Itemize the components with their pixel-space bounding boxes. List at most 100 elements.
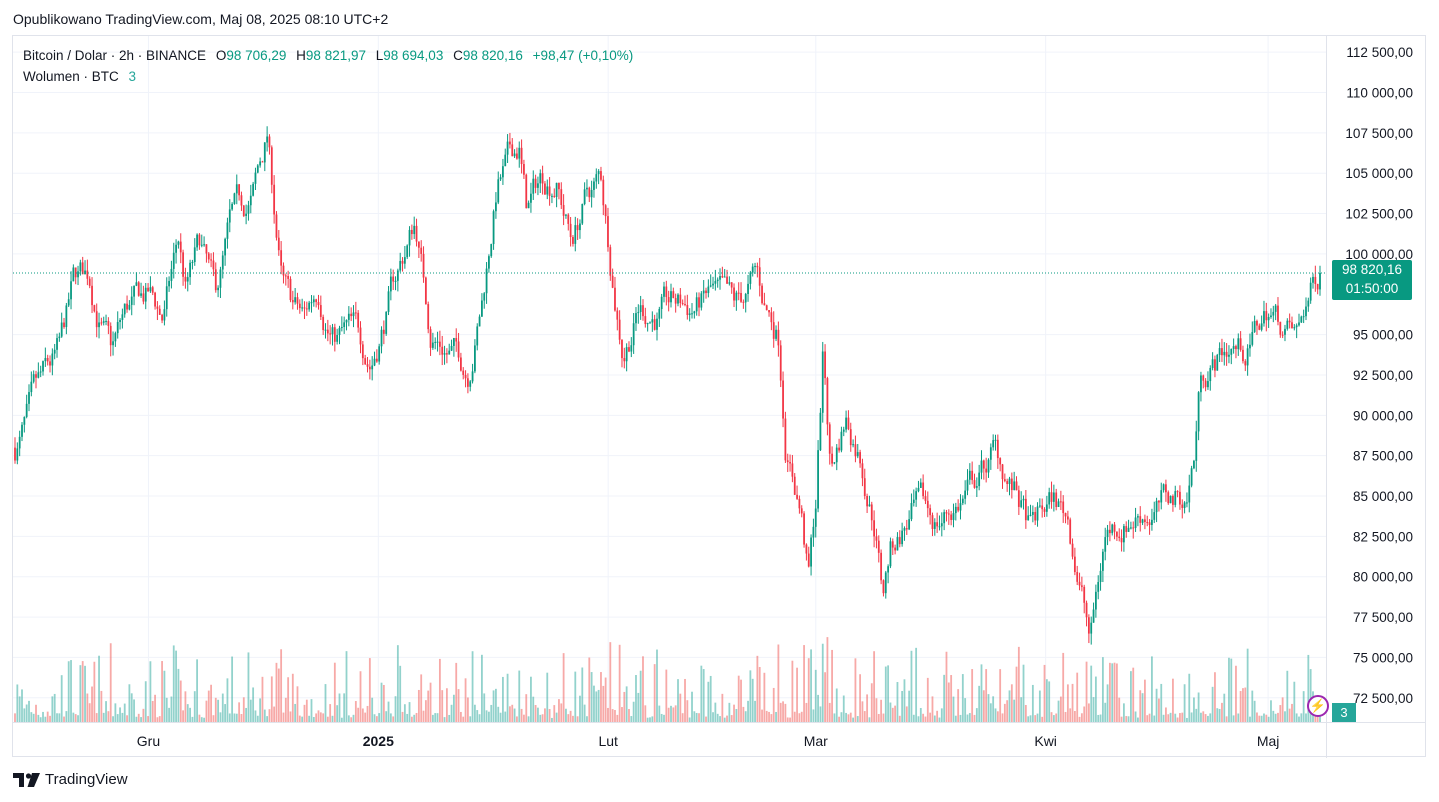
candle-body — [917, 487, 920, 492]
volume-bar — [754, 700, 756, 722]
candle-body — [1073, 556, 1076, 573]
candle-body — [308, 302, 311, 310]
candle-body — [233, 193, 236, 204]
volume-bar — [39, 717, 42, 722]
candle-body — [261, 161, 264, 163]
candle-body — [551, 195, 553, 197]
symbol-label[interactable]: Bitcoin / Dolar · 2h · BINANCE — [23, 48, 207, 63]
volume-bar — [903, 679, 906, 722]
volume-label[interactable]: Wolumen · BTC — [23, 69, 119, 84]
volume-bar — [233, 713, 236, 722]
candle-body — [499, 177, 502, 180]
candle-body — [366, 364, 369, 367]
candle-body — [396, 270, 399, 281]
candle-body — [1108, 529, 1111, 534]
volume-bar — [231, 656, 234, 722]
volume-bar — [863, 711, 866, 722]
volume-bar — [1309, 669, 1312, 722]
candle-body — [247, 205, 250, 214]
candle-body — [1260, 323, 1263, 330]
volume-bar — [621, 707, 623, 722]
volume-bar — [987, 694, 990, 722]
volume-bar — [469, 716, 472, 722]
candle-body — [681, 303, 684, 305]
candle-body — [721, 276, 724, 278]
volume-bar — [572, 715, 574, 722]
candle-body — [562, 205, 565, 216]
volume-bar — [466, 697, 469, 722]
candle-body — [65, 305, 68, 328]
candle-body — [985, 468, 988, 473]
volume-bar — [305, 699, 308, 722]
candle-body — [1057, 501, 1060, 508]
candle-body — [875, 536, 878, 541]
volume-bar — [824, 672, 826, 722]
volume-bar — [319, 712, 322, 722]
candle-body — [478, 316, 481, 327]
volume-bar — [971, 669, 974, 722]
volume-bar — [1298, 716, 1300, 722]
volume-bar — [1151, 656, 1153, 722]
candle-body — [1279, 321, 1282, 335]
lightning-icon[interactable]: ⚡ — [1307, 695, 1329, 717]
volume-bar — [340, 717, 343, 722]
candle-body — [838, 447, 840, 451]
volume-bar — [67, 661, 70, 722]
volume-bar — [908, 690, 911, 722]
candle-body — [1151, 519, 1153, 525]
volume-bar — [782, 701, 784, 722]
volume-bar — [1237, 713, 1240, 722]
candle-body — [219, 269, 222, 288]
candle-body — [1181, 504, 1184, 508]
candle-body — [1174, 491, 1177, 505]
candle-body — [193, 247, 196, 263]
candle-body — [1080, 585, 1083, 587]
candle-body — [742, 301, 745, 303]
chart-frame[interactable] — [12, 35, 1426, 757]
candle-body — [322, 316, 325, 331]
candle-body — [317, 302, 320, 306]
volume-bar — [541, 714, 544, 722]
volume-bar — [1181, 712, 1184, 722]
candle-body — [516, 153, 518, 159]
candle-body — [1223, 351, 1226, 356]
candle-body — [1211, 359, 1214, 369]
volume-bar — [235, 713, 238, 722]
volume-bar — [763, 672, 766, 722]
volume-bar — [847, 714, 850, 722]
candle-body — [530, 193, 532, 203]
volume-bar — [1169, 712, 1172, 722]
candle-body — [205, 244, 208, 254]
tradingview-brand[interactable]: TradingView — [13, 771, 128, 788]
candle-body — [947, 513, 950, 515]
candle-body — [252, 183, 255, 196]
volume-bar — [441, 690, 444, 722]
volume-bar — [324, 684, 327, 722]
volume-bar — [336, 705, 339, 722]
volume-bar — [912, 714, 915, 722]
candle-body — [1144, 519, 1146, 523]
candle-body — [1183, 502, 1186, 508]
volume-bar — [193, 691, 196, 722]
volume-bar — [777, 644, 780, 722]
candle-body — [793, 476, 796, 495]
candle-body — [303, 307, 306, 309]
candle-body — [177, 241, 180, 245]
candle-body — [537, 183, 539, 188]
candle-body — [121, 314, 124, 320]
candle-body — [1092, 609, 1095, 623]
candle-body — [1319, 272, 1321, 290]
volume-bar — [56, 713, 58, 722]
volume-bar — [1104, 702, 1107, 722]
candle-body — [315, 299, 318, 303]
volume-bar — [289, 711, 292, 722]
volume-bar — [735, 709, 738, 722]
volume-bar — [581, 667, 584, 722]
candle-body — [240, 195, 243, 206]
candle-body — [1307, 300, 1310, 307]
candle-body — [572, 237, 574, 244]
candle-body — [672, 291, 675, 298]
candle-body — [361, 344, 364, 359]
candle-body — [1235, 346, 1237, 350]
